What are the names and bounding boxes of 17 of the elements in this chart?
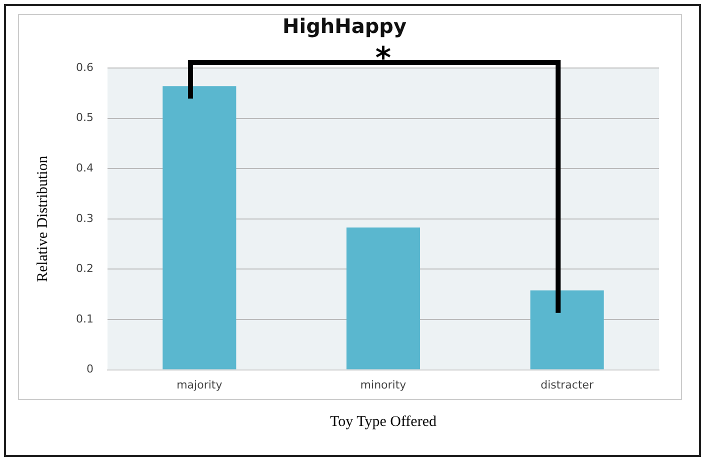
y-axis-title: Relative Distribution [34, 155, 51, 282]
y-tick-label: 0 [86, 362, 94, 376]
y-tick-label: 0.6 [76, 60, 94, 74]
x-tick-label: minority [360, 378, 407, 392]
y-tick-label: 0.4 [76, 161, 94, 174]
annotation: * [375, 40, 392, 76]
y-tick-label: 0.1 [76, 312, 94, 326]
bar [530, 290, 604, 370]
y-tick-label: 0.2 [76, 262, 94, 276]
x-axis-title: Toy Type Offered [330, 414, 437, 430]
y-tick-label: 0.3 [76, 212, 94, 225]
chart-title: HighHappy [282, 14, 407, 38]
x-tick-label: majority [176, 378, 223, 392]
bar [162, 86, 236, 370]
bar [346, 227, 420, 370]
x-tick-label: distracter [540, 378, 594, 392]
y-tick-label: 0.5 [76, 111, 94, 124]
